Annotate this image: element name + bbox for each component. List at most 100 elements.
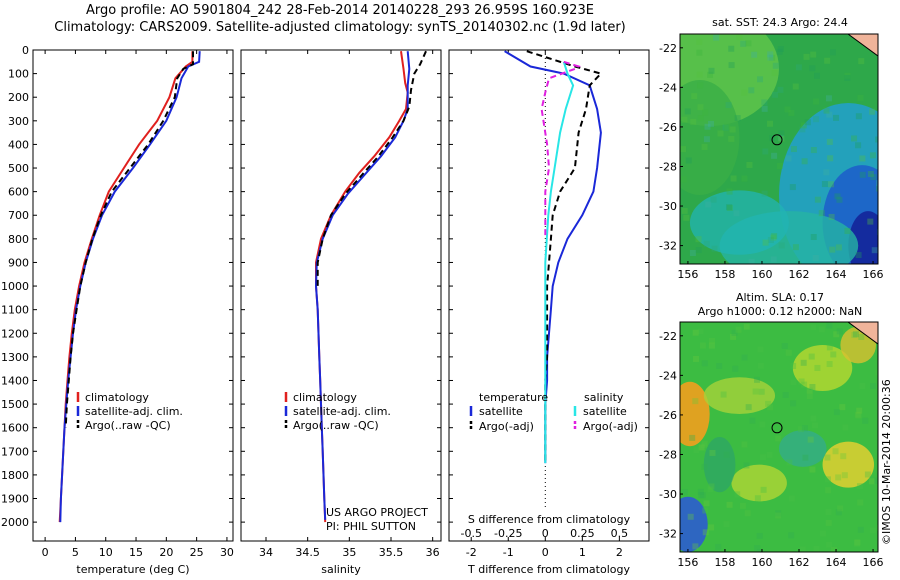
map-pixel bbox=[810, 324, 817, 331]
map-pixel bbox=[826, 322, 833, 329]
map-pixel bbox=[758, 388, 765, 395]
map-pixel bbox=[854, 411, 861, 418]
legend-label: Argo(..raw -QC) bbox=[85, 419, 171, 432]
map-field bbox=[680, 34, 878, 264]
map-pixel bbox=[841, 472, 848, 479]
map-pixel bbox=[683, 214, 690, 221]
map-pixel bbox=[829, 49, 836, 56]
sst-map: -22 -24 -26 -28 -30 -32 156 158 160 162 164 166 bbox=[659, 33, 884, 281]
map-pixel bbox=[840, 453, 847, 460]
x-axis-label-top: S difference from climatology bbox=[468, 513, 631, 526]
map-pixel bbox=[778, 130, 785, 137]
legend-label: climatology bbox=[85, 391, 149, 404]
map-lat-label: -28 bbox=[659, 160, 677, 173]
map-pixel bbox=[814, 72, 821, 79]
map-pixel bbox=[799, 126, 806, 133]
map-pixel bbox=[803, 53, 810, 60]
map-pixel bbox=[681, 116, 688, 123]
map-pixel bbox=[751, 51, 758, 58]
map-pixel bbox=[824, 476, 831, 483]
map-pixel bbox=[785, 349, 792, 356]
map-pixel bbox=[754, 495, 761, 502]
map-pixel bbox=[693, 447, 700, 454]
map-pixel bbox=[681, 489, 688, 496]
y-tick-label: 1700 bbox=[1, 445, 29, 458]
map-pixel bbox=[728, 135, 735, 142]
map-pixel bbox=[777, 162, 784, 169]
map-pixel bbox=[696, 49, 703, 56]
y-tick-label: 1900 bbox=[1, 493, 29, 506]
map-pixel bbox=[851, 332, 858, 339]
map-pixel bbox=[748, 258, 755, 264]
map-pixel bbox=[769, 54, 776, 61]
map-pixel bbox=[813, 545, 820, 552]
map-lon-label: 164 bbox=[826, 268, 847, 281]
map-pixel bbox=[701, 442, 708, 449]
map-pixel bbox=[741, 441, 748, 448]
map-pixel bbox=[826, 344, 833, 351]
map-lon-label: 160 bbox=[751, 268, 772, 281]
map-pixel bbox=[690, 118, 697, 125]
y-tick-label: 1400 bbox=[1, 374, 29, 387]
map-pixel bbox=[745, 404, 752, 411]
map-pixel bbox=[869, 152, 876, 159]
argo-location-marker bbox=[771, 422, 783, 434]
map-pixel bbox=[687, 513, 694, 520]
map-pixel bbox=[736, 34, 743, 41]
map-pixel bbox=[739, 502, 746, 509]
map-pixel bbox=[684, 108, 691, 115]
map-lon-label: 162 bbox=[788, 268, 809, 281]
map-pixel bbox=[798, 426, 805, 433]
map-pixel bbox=[855, 113, 862, 120]
map-pixel bbox=[842, 424, 849, 431]
map-pixel bbox=[696, 71, 703, 78]
map-pixel bbox=[862, 417, 869, 424]
x-top-tick-label: -0.25 bbox=[494, 527, 522, 540]
map-pixel bbox=[834, 193, 841, 200]
y-tick-label: 500 bbox=[8, 162, 29, 175]
legend-group-title: salinity bbox=[584, 391, 624, 404]
map-pixel bbox=[745, 40, 752, 47]
map-pixel bbox=[864, 471, 871, 478]
map-pixel bbox=[720, 391, 727, 398]
map-pixel bbox=[809, 65, 816, 72]
map-pixel bbox=[870, 174, 877, 181]
map-lat-label: -22 bbox=[659, 42, 677, 55]
map-pixel bbox=[858, 58, 865, 65]
y-tick-label: 200 bbox=[8, 91, 29, 104]
y-tick-label: 400 bbox=[8, 138, 29, 151]
map-pixel bbox=[695, 247, 702, 254]
sla-map-subtitle: Argo h1000: 0.12 h2000: NaN bbox=[697, 305, 863, 318]
map-pixel bbox=[726, 501, 733, 508]
map-pixel bbox=[859, 155, 866, 162]
map-pixel bbox=[826, 111, 833, 118]
map-pixel bbox=[813, 116, 820, 123]
x-top-tick-label: 0.5 bbox=[611, 527, 629, 540]
map-pixel bbox=[771, 152, 778, 159]
x-tick-label: 10 bbox=[99, 546, 113, 559]
argo-location-marker bbox=[771, 134, 783, 146]
map-pixel bbox=[818, 326, 825, 333]
map-pixel bbox=[784, 106, 791, 113]
map-pixel bbox=[781, 342, 788, 349]
x-tick-label: 0 bbox=[542, 546, 549, 559]
map-pixel bbox=[808, 353, 815, 360]
sla-map: -22 -24 -26 -28 -30 -32 156 158 160 162 164 166 bbox=[659, 321, 884, 569]
map-pixel bbox=[785, 155, 792, 162]
map-pixel bbox=[724, 123, 731, 130]
map-pixel bbox=[697, 104, 704, 111]
map-pixel bbox=[851, 135, 858, 142]
y-tick-label: 700 bbox=[8, 209, 29, 222]
map-pixel bbox=[857, 499, 864, 506]
series-line bbox=[64, 51, 194, 428]
map-pixel bbox=[723, 521, 730, 528]
map-pixel bbox=[726, 204, 733, 211]
y-tick-label: 2000 bbox=[1, 516, 29, 529]
y-tick-label: 300 bbox=[8, 115, 29, 128]
map-pixel bbox=[767, 236, 774, 243]
map-pixel bbox=[754, 545, 761, 552]
x-tick-label: -1 bbox=[503, 546, 514, 559]
map-pixel bbox=[701, 440, 708, 447]
map-pixel bbox=[697, 488, 704, 495]
map-pixel bbox=[715, 543, 722, 550]
